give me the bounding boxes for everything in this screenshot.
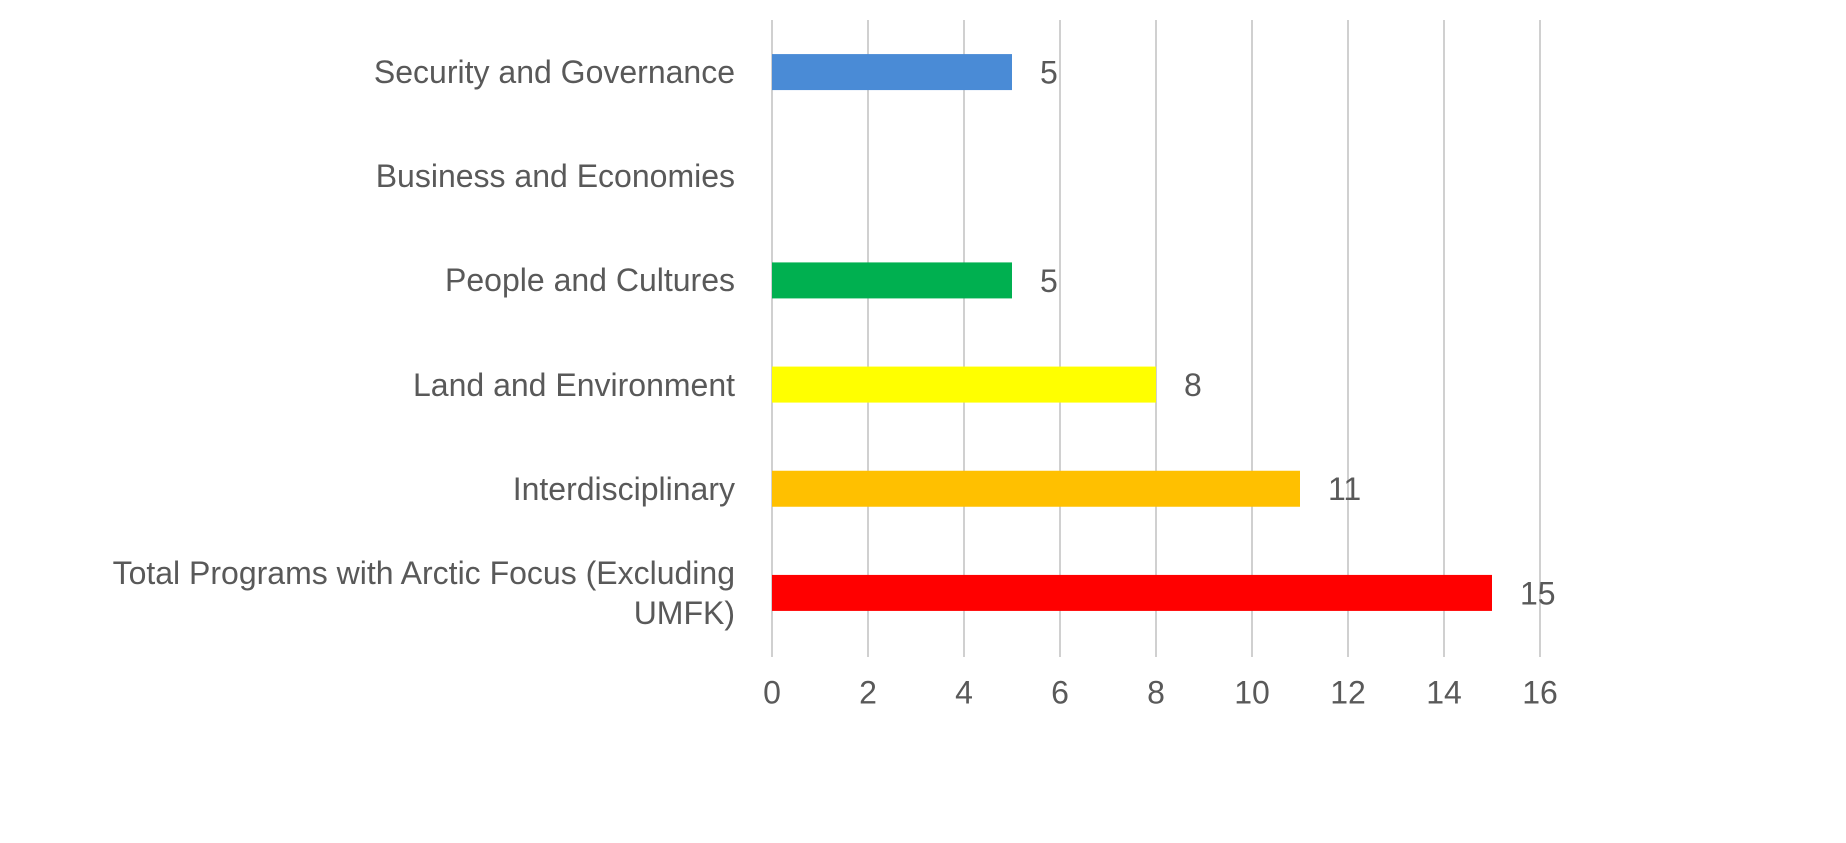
x-tick-label: 10 xyxy=(1234,674,1270,710)
y-tick-label: Security and Governance xyxy=(373,54,735,91)
data-label: 15 xyxy=(1520,575,1556,611)
bar xyxy=(772,366,1156,403)
x-tick-label: 2 xyxy=(859,674,877,710)
x-tick-label: 12 xyxy=(1330,674,1366,710)
y-tick-label: Interdisciplinary xyxy=(512,470,735,507)
data-label: 11 xyxy=(1328,471,1361,507)
data-label: 5 xyxy=(1040,263,1058,299)
y-tick-label: Total Programs with Arctic Focus (Exclud… xyxy=(112,554,735,631)
bar xyxy=(772,54,1012,91)
y-tick-label: Land and Environment xyxy=(413,366,735,403)
y-tick-label: People and Cultures xyxy=(445,262,735,299)
x-tick-label: 16 xyxy=(1522,674,1558,710)
x-tick-label: 0 xyxy=(763,674,781,710)
x-tick-label: 14 xyxy=(1426,674,1462,710)
bar xyxy=(772,262,1012,299)
x-tick-label: 8 xyxy=(1147,674,1165,710)
x-tick-label: 4 xyxy=(955,674,973,710)
data-label: 5 xyxy=(1040,55,1058,91)
y-tick-label: Business and Economies xyxy=(375,158,735,195)
bar xyxy=(772,470,1300,507)
data-label: 8 xyxy=(1184,367,1202,403)
bar xyxy=(772,574,1492,611)
x-tick-label: 6 xyxy=(1051,674,1069,710)
